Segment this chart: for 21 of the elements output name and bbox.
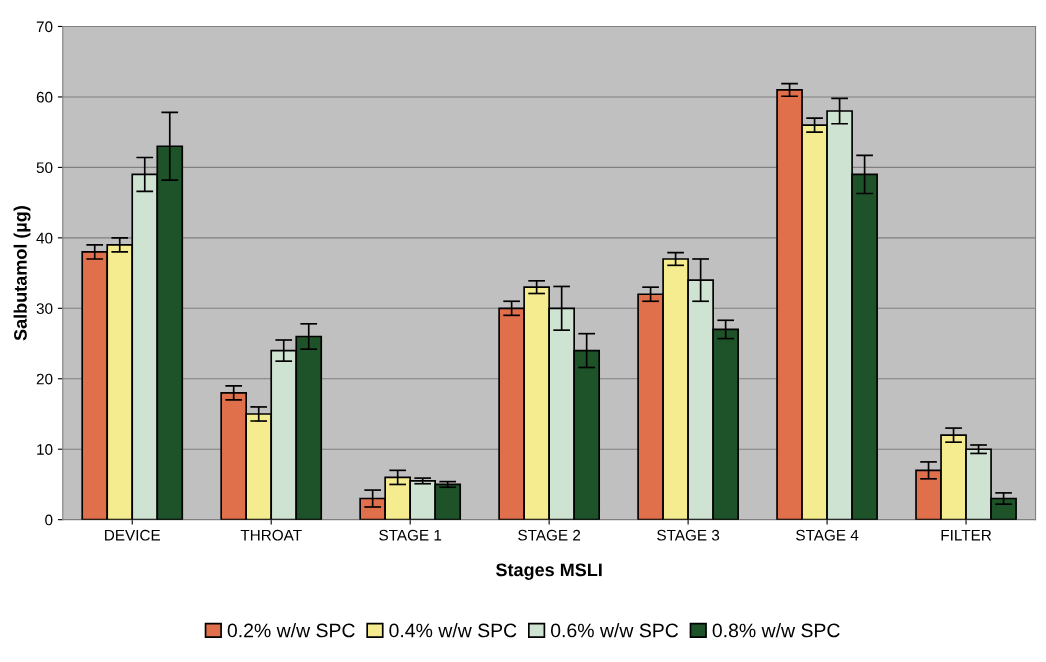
y-tick-label: 40 [36,232,53,244]
x-tick-label: STAGE 1 [379,529,442,541]
y-tick-label: 30 [36,303,53,314]
y-tick-label: 20 [36,373,53,385]
y-tick-label: 60 [36,91,53,103]
legend-label: 0.6% w/w SPC [550,623,679,638]
x-tick-label: STAGE 4 [796,529,859,541]
y-tick-label: 50 [36,162,53,174]
x-tick-label: STAGE 3 [657,529,720,541]
legend-label: 0.8% w/w SPC [712,623,840,638]
x-tick-label: THROAT [240,529,302,541]
legend-label: 0.2% w/w SPC [227,623,355,638]
y-tick-label: 0 [45,514,53,526]
y-tick-label: 10 [37,444,53,455]
y-axis-title: Salbutamol (µg) [13,206,31,341]
y-tick-label: 70 [36,21,53,33]
x-axis-title: Stages MSLI [495,563,602,580]
legend-label: 0.4% w/w SPC [389,623,517,638]
x-tick-label: STAGE 2 [518,529,581,541]
x-tick-label: DEVICE [105,529,161,541]
x-tick-label: FILTER [941,529,992,541]
